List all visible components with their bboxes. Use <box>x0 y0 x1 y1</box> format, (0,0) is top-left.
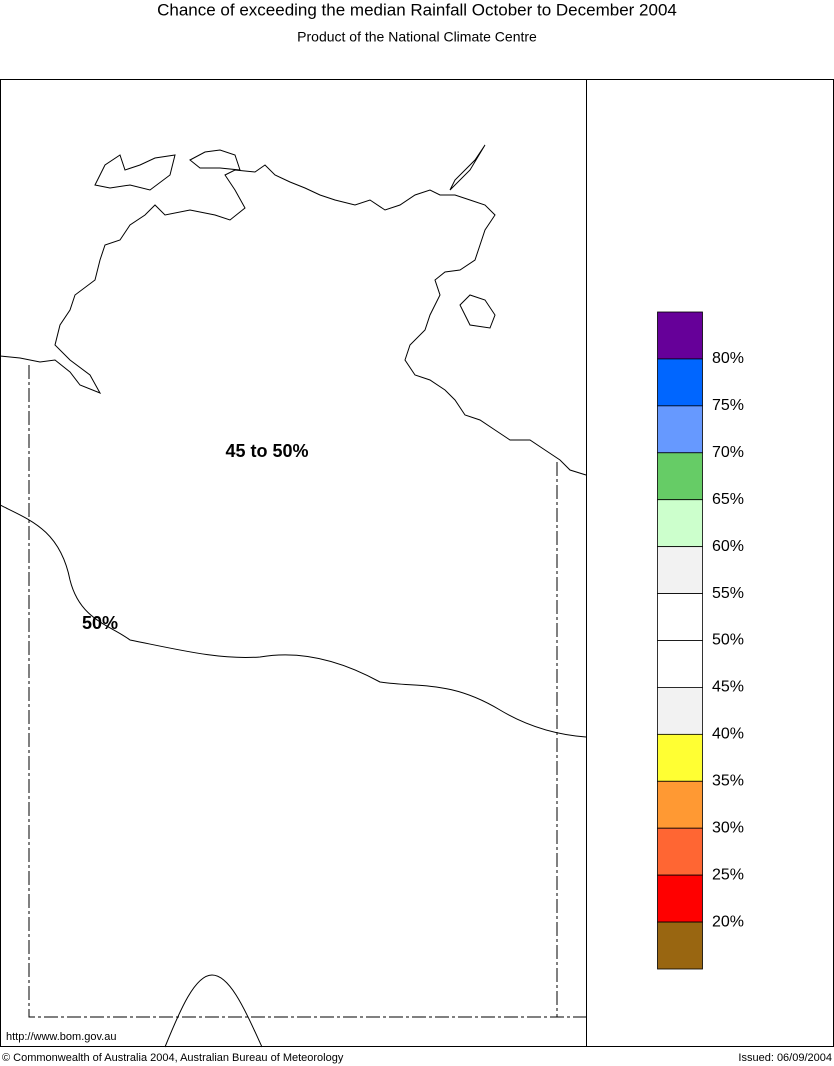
region-label: 45 to 50% <box>225 441 308 461</box>
legend-swatch <box>657 358 703 407</box>
legend-swatch <box>657 452 703 501</box>
legend-label: 40% <box>712 726 744 743</box>
legend-swatch <box>657 780 703 829</box>
subtitle: Product of the National Climate Centre <box>297 29 537 45</box>
legend-swatch <box>657 499 703 548</box>
url: http://www.bom.gov.au <box>6 1031 116 1043</box>
legend-label: 55% <box>712 585 744 602</box>
legend-swatch <box>657 640 703 688</box>
legend-swatch <box>657 874 703 923</box>
legend-swatch <box>657 733 703 782</box>
legend: 80% 75% 70% 65% 60% 55% 50% 45% 40% 35% 30% 25% 20% <box>657 311 744 970</box>
legend-label: 25% <box>712 866 744 883</box>
legend-swatch <box>657 687 703 735</box>
legend-swatch <box>657 921 703 970</box>
legend-label: 45% <box>712 679 744 696</box>
coastline <box>0 144 587 1048</box>
copyright: © Commonwealth of Australia 2004, Austra… <box>2 1052 344 1064</box>
legend-swatch <box>657 311 703 360</box>
legend-label: 75% <box>712 397 744 414</box>
legend-label: 60% <box>712 538 744 555</box>
title: Chance of exceeding the median Rainfall … <box>157 0 677 19</box>
legend-label: 50% <box>712 632 744 649</box>
legend-label: 30% <box>712 819 744 836</box>
legend-label: 20% <box>712 913 744 930</box>
legend-swatch <box>657 405 703 454</box>
legend-label: 70% <box>712 444 744 461</box>
state-border <box>28 365 586 1018</box>
legend-label: 80% <box>712 350 744 367</box>
legend-label: 35% <box>712 773 744 790</box>
legend-swatch <box>657 593 703 641</box>
legend-swatch <box>657 827 703 876</box>
map-frame <box>0 79 834 1047</box>
issued: Issued: 06/09/2004 <box>738 1052 832 1064</box>
legend-label: 65% <box>712 491 744 508</box>
legend-swatch <box>657 546 703 594</box>
contour-label: 50% <box>82 613 118 633</box>
